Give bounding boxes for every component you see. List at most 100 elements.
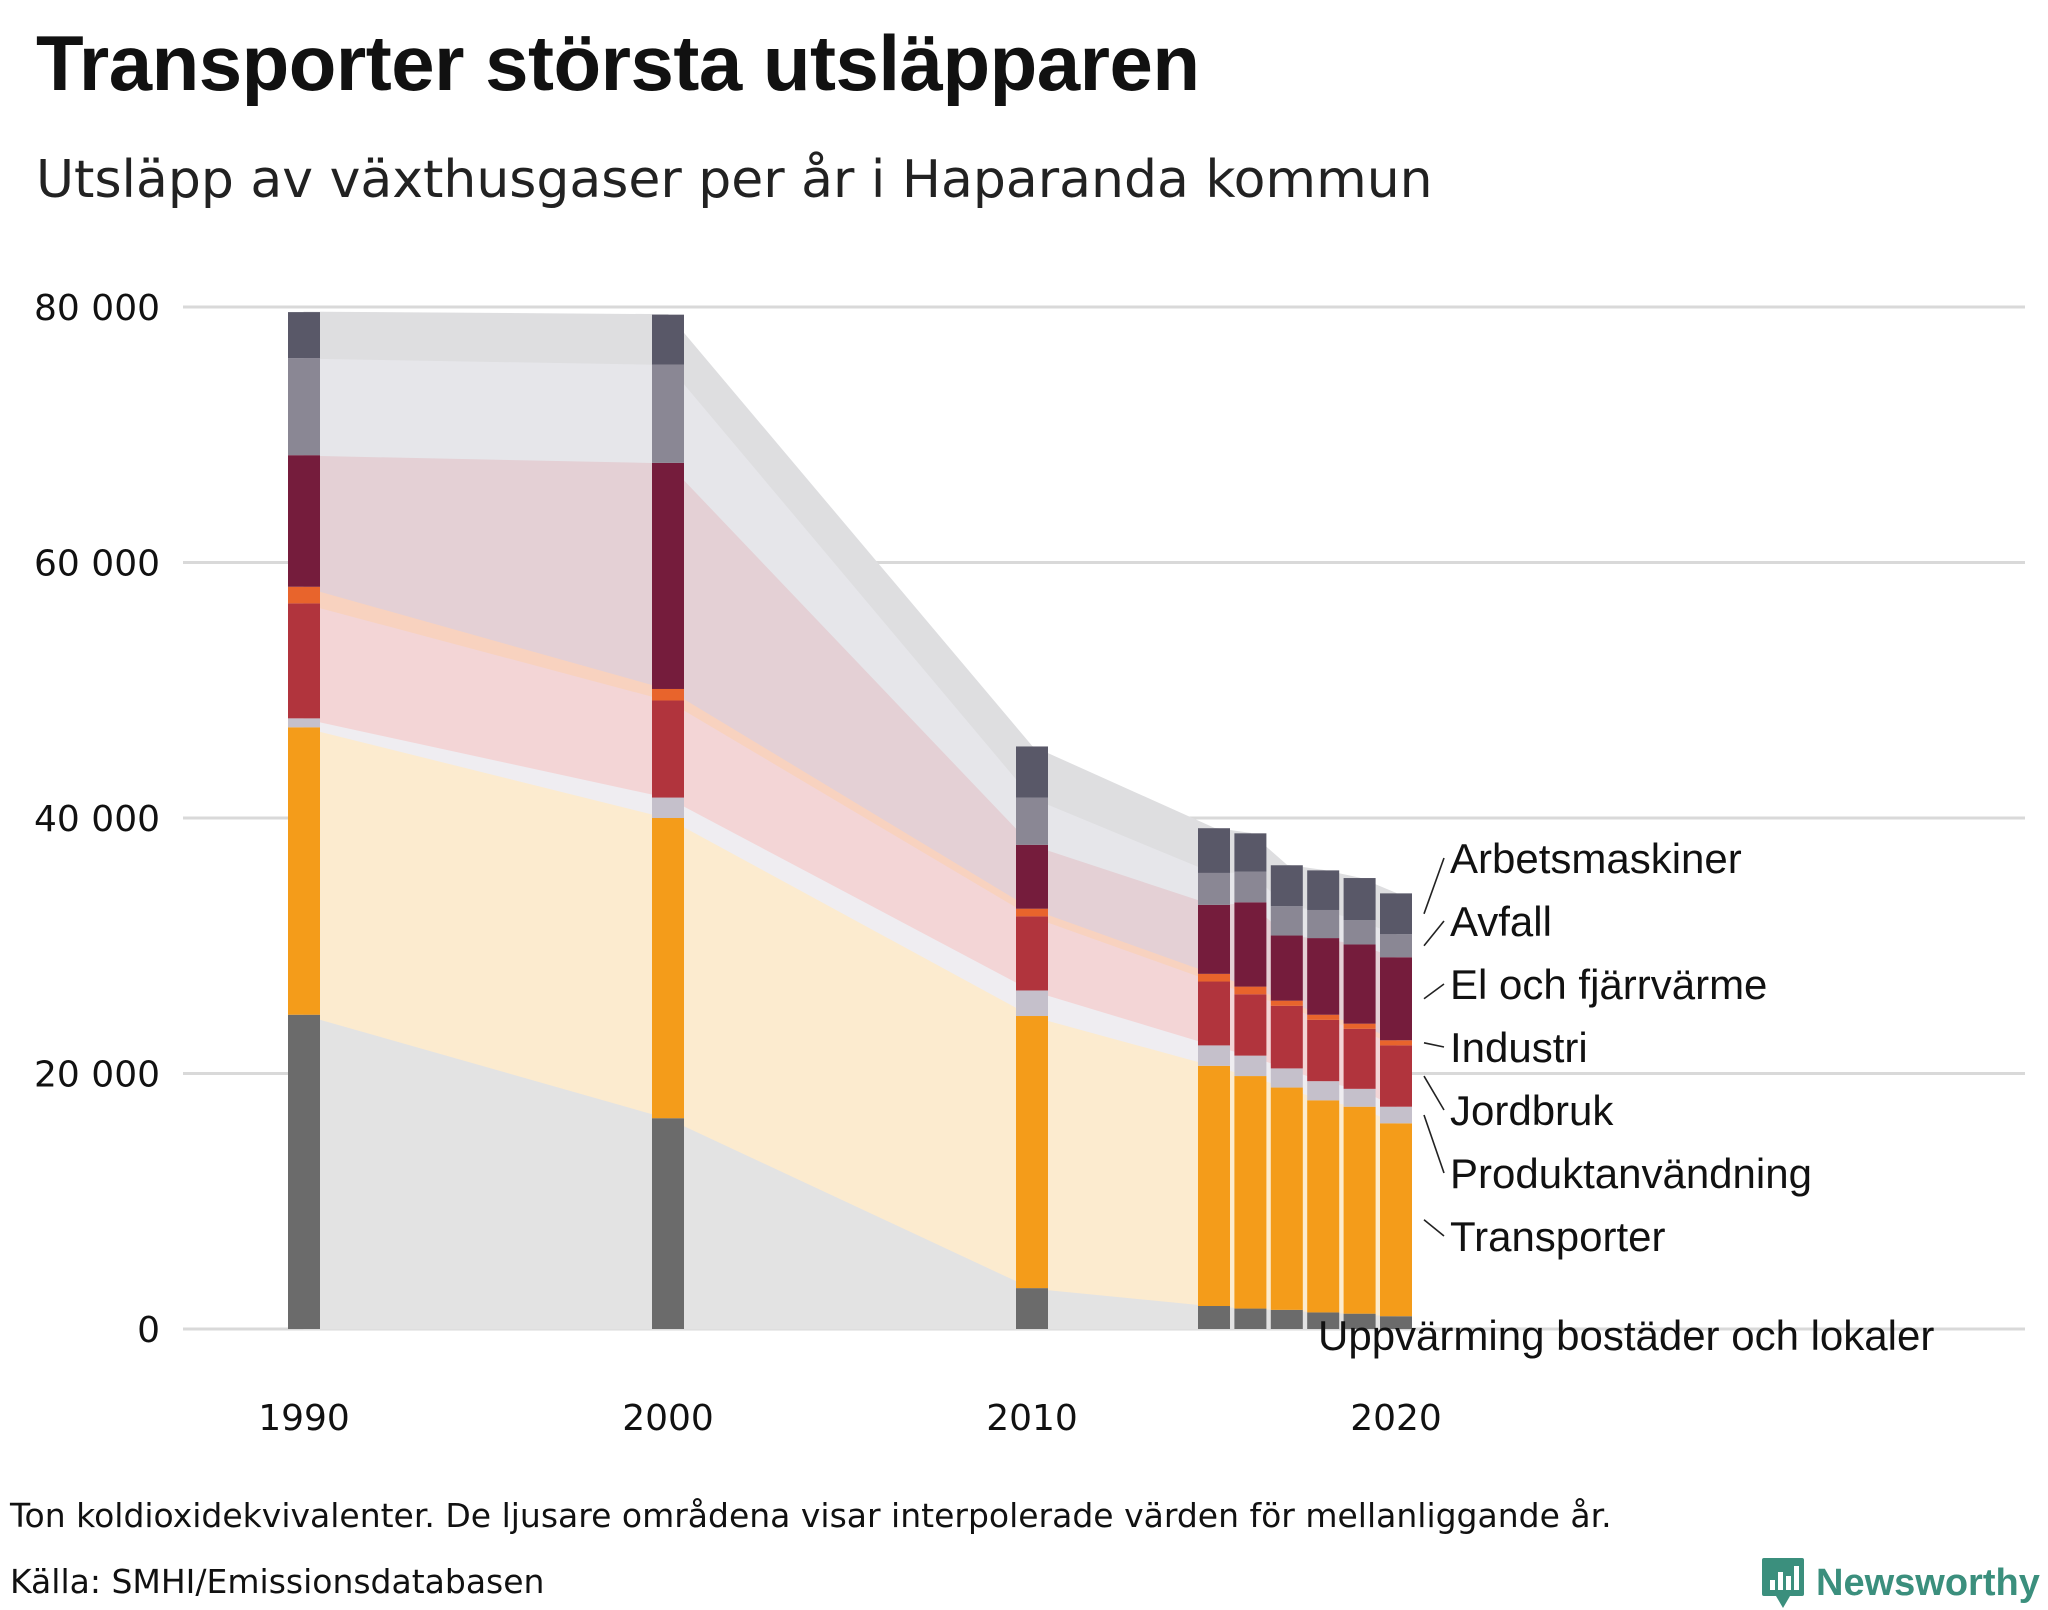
- interpolated-areas: [303, 311, 1397, 1330]
- bar-segment: [1016, 844, 1048, 909]
- bar-segment: [1380, 1316, 1412, 1329]
- bar-segment: [1270, 1309, 1303, 1329]
- bar-segment: [652, 818, 684, 1119]
- bar-segment: [652, 364, 684, 463]
- bar-segment: [288, 603, 320, 719]
- bar-segment: [1307, 1100, 1340, 1313]
- bar-segment: [1343, 1106, 1376, 1314]
- bar-segment: [652, 462, 684, 689]
- bar-segment: [1234, 1308, 1267, 1329]
- series-label: Arbetsmaskiner: [1450, 835, 1742, 882]
- bar-2015: [1198, 828, 1230, 1329]
- bar-segment: [1234, 902, 1267, 987]
- bar-2010: [1016, 746, 1048, 1329]
- bar-segment: [1198, 1065, 1230, 1307]
- bar-segment: [1343, 1088, 1376, 1107]
- bar-segment: [288, 1014, 320, 1329]
- bar-segment: [1343, 1313, 1376, 1329]
- series-label: Jordbruk: [1450, 1087, 1614, 1134]
- bar-segment: [652, 700, 684, 798]
- bar-segment: [1380, 893, 1412, 935]
- bar-segment: [1016, 746, 1048, 798]
- bar-segment: [1307, 1019, 1340, 1082]
- bar-2019: [1343, 878, 1376, 1329]
- x-tick-label: 1990: [258, 1398, 350, 1439]
- bar-segment: [1307, 938, 1340, 1015]
- bar-segment: [1198, 973, 1230, 982]
- bar-segment: [288, 455, 320, 587]
- bar-segment: [1307, 1312, 1340, 1329]
- series-labels: Arbetsmaskiner Avfall El och fjärrvärme Ind…: [1318, 835, 1934, 1359]
- y-tick-label: 60 000: [34, 544, 160, 585]
- y-tick-label: 20 000: [34, 1055, 160, 1096]
- bar-segment: [1198, 981, 1230, 1046]
- bar-segment: [1234, 871, 1267, 903]
- label-leader-line: [1423, 920, 1445, 947]
- chart-subtitle: Utsläpp av växthusgaser per år i Haparan…: [36, 150, 1433, 210]
- bar-segment: [288, 358, 320, 456]
- source-text: Källa: SMHI/Emissionsdatabasen: [10, 1562, 545, 1601]
- y-axis: 0 20 000 40 000 60 000 80 000: [34, 288, 160, 1351]
- bar-segment: [1016, 908, 1048, 917]
- x-tick-label: 2000: [622, 1398, 714, 1439]
- bar-segment: [1198, 828, 1230, 873]
- bar-segment: [1307, 1014, 1340, 1020]
- series-label: Uppvärming bostäder och lokaler: [1318, 1312, 1934, 1359]
- label-leader-line: [1423, 1075, 1445, 1111]
- bar-segment: [1234, 833, 1267, 872]
- bar-2017: [1270, 865, 1303, 1329]
- bar-segment: [1270, 935, 1303, 1001]
- bar-segment: [1270, 1000, 1303, 1006]
- bar-segment: [1270, 906, 1303, 936]
- bar-segment: [652, 688, 684, 701]
- brand-logo: Newsworthy: [1760, 1556, 2040, 1610]
- label-leader-line: [1423, 857, 1445, 915]
- x-tick-label: 2010: [986, 1398, 1078, 1439]
- bar-segment: [1016, 1016, 1048, 1289]
- bar-segment: [1016, 990, 1048, 1017]
- bar-2020: [1380, 893, 1412, 1329]
- series-label: Avfall: [1450, 898, 1552, 945]
- bar-segment: [1198, 1045, 1230, 1066]
- bar-segment: [1234, 986, 1267, 995]
- label-leader-line: [1423, 1219, 1445, 1237]
- bar-segment: [1380, 1106, 1412, 1124]
- bar-segment: [1234, 1055, 1267, 1077]
- bar-segment: [1380, 1123, 1412, 1317]
- series-label: Transporter: [1450, 1213, 1666, 1260]
- x-tick-label: 2020: [1350, 1398, 1442, 1439]
- bar-segment: [652, 314, 684, 365]
- bar-segment: [1380, 1045, 1412, 1107]
- bar-segment: [1234, 994, 1267, 1056]
- y-tick-label: 40 000: [34, 799, 160, 840]
- series-label: Industri: [1450, 1024, 1588, 1071]
- bar-segment: [1198, 872, 1230, 905]
- bar-segment: [1380, 1040, 1412, 1046]
- series-label: Produktanvändning: [1450, 1150, 1812, 1197]
- bar-segment: [652, 1118, 684, 1329]
- bar-segment: [1343, 878, 1376, 921]
- series-label: El och fjärrvärme: [1450, 961, 1767, 1008]
- bar-segment: [1270, 865, 1303, 907]
- y-tick-label: 0: [137, 1310, 160, 1351]
- newsworthy-icon: [1762, 1558, 1804, 1608]
- footnote: Ton koldioxidekvivalenter. De ljusare om…: [10, 1496, 1612, 1535]
- bar-1990: [288, 312, 320, 1329]
- x-axis: 1990 2000 2010 2020: [258, 1398, 1442, 1439]
- brand-name: Newsworthy: [1816, 1561, 2040, 1604]
- bar-segment: [1270, 1068, 1303, 1088]
- bar-segment: [1270, 1087, 1303, 1310]
- label-leader-line: [1423, 983, 1445, 1000]
- bar-segment: [1016, 797, 1048, 845]
- bar-2018: [1307, 870, 1340, 1329]
- bar-2016: [1234, 833, 1267, 1329]
- bar-segment: [288, 312, 320, 359]
- bar-2000: [652, 314, 684, 1329]
- bar-segment: [1380, 934, 1412, 958]
- label-leader-line: [1423, 1114, 1445, 1174]
- bar-segment: [1234, 1076, 1267, 1309]
- bar-segment: [1016, 1288, 1048, 1329]
- bar-segment: [1307, 870, 1340, 910]
- bar-segment: [1270, 1005, 1303, 1069]
- bar-segment: [1380, 957, 1412, 1041]
